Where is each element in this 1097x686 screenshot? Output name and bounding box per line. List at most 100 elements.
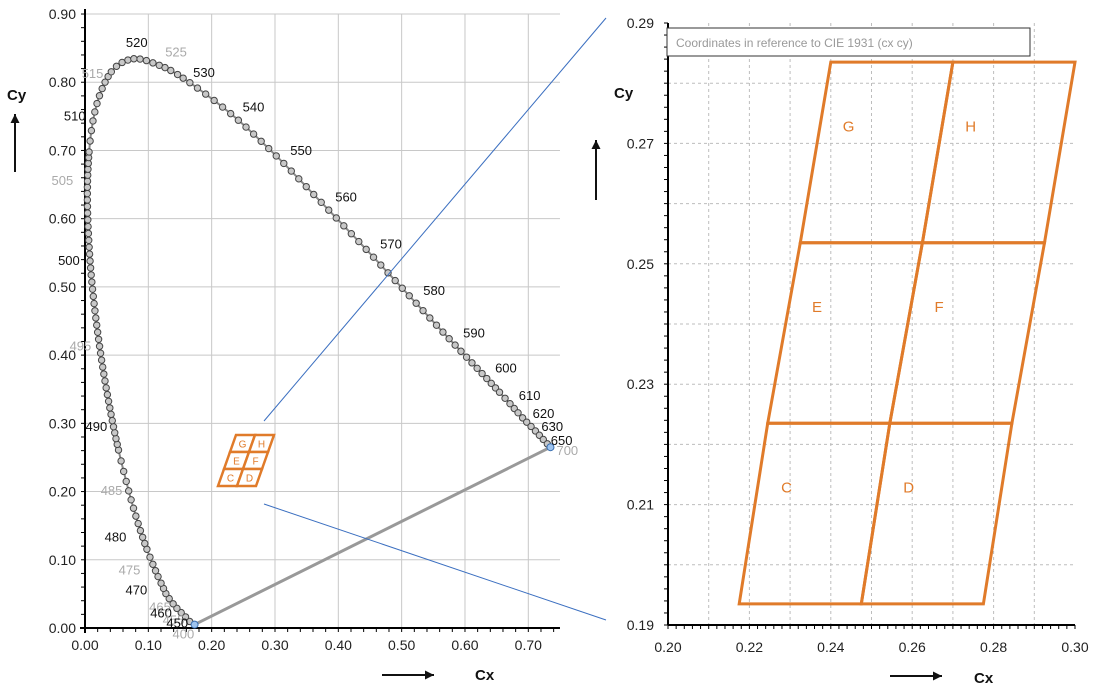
locus-point <box>451 341 459 349</box>
wavelength-label-570: 570 <box>380 236 402 251</box>
bin-label-H: H <box>965 118 976 135</box>
locus-point <box>487 379 495 388</box>
wavelength-label-630: 630 <box>541 419 563 434</box>
locus-point <box>90 299 98 308</box>
locus-point <box>398 284 406 292</box>
wavelength-label-460: 460 <box>150 606 172 621</box>
locus-point <box>86 137 94 145</box>
locus-point <box>83 183 92 191</box>
wavelength-label-520: 520 <box>126 35 148 50</box>
locus-point <box>527 422 535 431</box>
locus-point <box>426 314 434 322</box>
locus-point <box>83 209 92 217</box>
locus-point <box>107 68 116 76</box>
locus-point <box>122 477 130 486</box>
locus-point <box>112 62 121 70</box>
locus-point <box>99 363 107 371</box>
x-axis-title: Cx <box>475 667 495 684</box>
locus-point <box>325 206 333 214</box>
locus-point <box>85 243 93 251</box>
locus-point <box>101 78 109 86</box>
locus-point <box>106 404 114 412</box>
locus-point <box>101 377 109 385</box>
locus-point <box>84 216 92 224</box>
locus-point <box>369 253 378 261</box>
locus-point <box>272 152 280 160</box>
bin-label-F: F <box>935 299 944 316</box>
locus-point <box>201 90 210 98</box>
wavelength-label-560: 560 <box>335 189 357 204</box>
wavelength-label-525: 525 <box>165 45 187 60</box>
locus-point <box>89 292 98 301</box>
bin-H <box>920 60 1077 245</box>
locus-point <box>88 285 97 293</box>
locus-point <box>302 182 310 191</box>
y-tick-label: 0.40 <box>49 347 76 363</box>
locus-point <box>165 594 173 603</box>
locus-point <box>102 384 110 392</box>
bin-label-C: C <box>781 480 792 497</box>
locus-point <box>146 553 154 561</box>
locus-point <box>193 84 202 92</box>
locus-point <box>108 416 116 425</box>
locus-point <box>84 222 92 231</box>
locus-point <box>149 560 157 568</box>
wavelength-label-550: 550 <box>290 143 312 158</box>
locus-point <box>257 137 265 145</box>
locus-point <box>84 171 92 179</box>
locus-end-point <box>546 443 555 452</box>
wavelength-label-600: 600 <box>495 361 517 376</box>
locus-point <box>234 116 243 124</box>
locus-point <box>103 390 112 399</box>
locus-point <box>167 66 175 75</box>
locus-point <box>179 74 187 82</box>
x-axis-title: Cx <box>974 670 994 686</box>
locus-point <box>83 177 92 185</box>
locus-point <box>104 397 113 406</box>
wavelength-label-485: 485 <box>101 483 123 498</box>
inset-bin-label-H: H <box>258 440 265 451</box>
y-axis-title: Cy <box>7 87 27 104</box>
wavelength-label-700: 700 <box>556 443 578 458</box>
locus-point <box>87 271 95 279</box>
x-tick-label: 0.22 <box>736 639 763 655</box>
locus-point <box>287 167 295 175</box>
locus-point <box>355 237 363 246</box>
locus-point <box>93 99 101 108</box>
locus-start-point <box>190 620 199 629</box>
locus-point <box>86 257 94 265</box>
locus-point <box>96 349 105 357</box>
locus-point <box>85 250 94 258</box>
locus-point <box>177 608 185 617</box>
locus-point <box>226 109 235 118</box>
bin-label-D: D <box>903 480 914 497</box>
inset-bin-D <box>235 467 264 488</box>
inset-bin-label-D: D <box>246 474 253 485</box>
locus-point <box>478 369 486 378</box>
locus-point <box>119 467 128 476</box>
x-tick-label: 0.30 <box>261 637 288 653</box>
locus-point <box>405 292 413 300</box>
locus-point <box>514 409 522 417</box>
locus-point <box>249 130 258 138</box>
locus-point <box>85 236 93 244</box>
y-tick-label: 0.90 <box>49 6 76 22</box>
locus-point <box>87 126 96 135</box>
locus-point <box>210 96 218 105</box>
locus-point <box>98 84 106 93</box>
y-tick-label: 0.70 <box>49 142 76 158</box>
connector-line-top <box>263 17 607 422</box>
y-tick-label: 0.25 <box>627 256 654 272</box>
locus-point <box>473 364 481 373</box>
wavelength-label-510: 510 <box>64 108 86 123</box>
cie-chromaticity-chart: 0.00 0.10 0.20 0.30 0.40 0.50 0.60 0.70 0.00 0.10… <box>7 6 578 684</box>
locus-point <box>109 423 118 431</box>
wavelength-label-480: 480 <box>105 529 127 544</box>
locus-point <box>412 299 420 307</box>
inset-bin-label-E: E <box>233 457 240 468</box>
x-tick-label: 0.50 <box>388 637 415 653</box>
locus-point <box>83 196 92 204</box>
wavelength-label-650: 650 <box>551 433 573 448</box>
locus-point <box>134 519 142 528</box>
annotation-text: Coordinates in reference to CIE 1931 (cx… <box>676 36 913 50</box>
